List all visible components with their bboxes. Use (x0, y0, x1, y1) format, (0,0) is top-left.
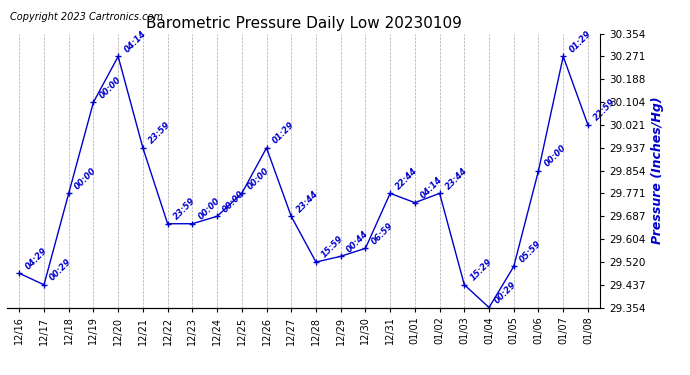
Text: 00:00: 00:00 (221, 189, 246, 214)
Text: 04:14: 04:14 (122, 29, 148, 54)
Text: 01:29: 01:29 (567, 29, 593, 54)
Text: 05:59: 05:59 (518, 239, 543, 264)
Title: Barometric Pressure Daily Low 20230109: Barometric Pressure Daily Low 20230109 (146, 16, 462, 31)
Text: 00:00: 00:00 (542, 143, 568, 168)
Text: 01:29: 01:29 (270, 120, 296, 146)
Text: 00:29: 00:29 (493, 280, 519, 305)
Text: Copyright 2023 Cartronics.com: Copyright 2023 Cartronics.com (10, 12, 163, 22)
Text: 22:59: 22:59 (592, 98, 618, 123)
Text: 00:00: 00:00 (246, 166, 271, 191)
Text: 04:29: 04:29 (23, 246, 49, 271)
Text: 23:59: 23:59 (172, 196, 197, 222)
Text: 06:59: 06:59 (370, 221, 395, 246)
Text: 00:29: 00:29 (48, 257, 74, 283)
Y-axis label: Pressure (Inches/Hg): Pressure (Inches/Hg) (651, 97, 664, 244)
Text: 00:44: 00:44 (345, 229, 371, 254)
Text: 00:00: 00:00 (73, 166, 98, 191)
Text: 15:29: 15:29 (469, 257, 494, 283)
Text: 15:59: 15:59 (320, 234, 346, 260)
Text: 04:14: 04:14 (419, 175, 444, 201)
Text: 22:44: 22:44 (394, 166, 420, 191)
Text: 23:44: 23:44 (444, 166, 469, 191)
Text: 00:00: 00:00 (197, 196, 222, 222)
Text: 00:00: 00:00 (97, 75, 123, 100)
Text: 23:44: 23:44 (295, 189, 321, 214)
Text: 23:59: 23:59 (147, 120, 172, 146)
